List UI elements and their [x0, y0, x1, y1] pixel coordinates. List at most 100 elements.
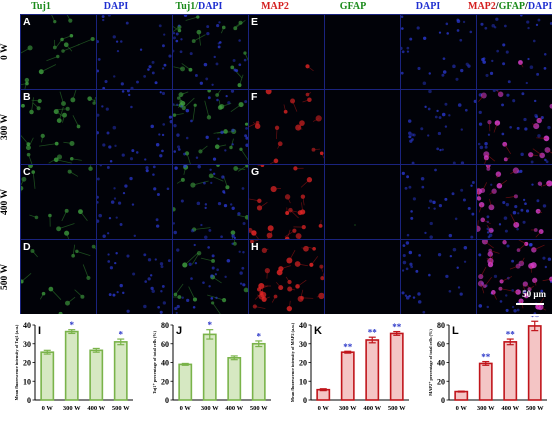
- significance-marker: *: [208, 320, 213, 330]
- bar: [366, 340, 378, 400]
- significance-marker: **: [392, 322, 402, 332]
- x-tick-label: 400 W: [225, 405, 243, 412]
- x-tick-label: 0 W: [42, 405, 54, 412]
- y-tick-label: 10: [299, 377, 307, 386]
- column-header: MAP2: [235, 1, 315, 12]
- micrograph-panel: B: [21, 90, 96, 164]
- micrograph-panel: D: [21, 240, 96, 314]
- micrograph-panel: [401, 15, 476, 89]
- bar: [391, 333, 403, 400]
- micrograph-panel: [97, 165, 172, 239]
- column-header-part: Tuj1: [176, 1, 196, 12]
- significance-marker: **: [481, 352, 491, 362]
- y-tick-label: 40: [299, 321, 307, 330]
- y-tick-label: 80: [437, 321, 445, 330]
- y-tick-label: 30: [23, 340, 31, 349]
- micrograph-panel: [325, 165, 400, 239]
- x-tick-label: 0 W: [456, 405, 468, 412]
- panel-letter: B: [23, 91, 31, 103]
- column-header-part: MAP2: [468, 1, 496, 12]
- x-tick-label: 500 W: [526, 405, 544, 412]
- micrograph-panel: F: [249, 90, 324, 164]
- scale-bar: [516, 303, 544, 305]
- y-tick-label: 0: [27, 396, 31, 405]
- micrograph-panel: [173, 15, 248, 89]
- significance-marker: **: [530, 316, 540, 322]
- row-label: 500 W: [0, 240, 18, 314]
- chart-panel-letter: L: [452, 325, 459, 337]
- y-tick-label: 10: [23, 377, 31, 386]
- chart-panel-letter: K: [314, 325, 322, 337]
- panel-letter: E: [251, 16, 258, 28]
- column-header-part: GFAP: [499, 1, 525, 12]
- column-header: Tuj1/DAPI: [159, 1, 239, 12]
- panel-letter: C: [23, 166, 31, 178]
- micrograph-panel: [173, 165, 248, 239]
- column-header-part: DAPI: [198, 1, 222, 12]
- micrograph-panel: [477, 90, 552, 164]
- y-axis-label: Mean fluorescence intensity of Tuj1 (a.u…: [14, 324, 19, 400]
- significance-marker: **: [343, 342, 353, 352]
- bar: [342, 352, 354, 400]
- y-tick-label: 20: [161, 377, 169, 386]
- micrograph-panel: 50 μm: [477, 240, 552, 314]
- bar: [529, 326, 541, 400]
- y-tick-label: 40: [437, 359, 445, 368]
- y-axis-label: MAP2⁺ percentage of total cells (%): [428, 329, 433, 396]
- x-tick-label: 400 W: [363, 405, 381, 412]
- row-label: 0 W: [0, 15, 18, 89]
- micrograph-panel: [97, 90, 172, 164]
- chart-panel-letter: I: [38, 325, 41, 337]
- column-header: GFAP: [313, 1, 393, 12]
- micrograph-panel: [401, 90, 476, 164]
- bar: [66, 332, 78, 400]
- x-tick-label: 400 W: [501, 405, 519, 412]
- micrograph-panel: [401, 240, 476, 314]
- y-tick-label: 0: [303, 396, 307, 405]
- bar: [228, 358, 240, 400]
- micrograph-panel: G: [249, 165, 324, 239]
- panel-letter: G: [251, 166, 259, 178]
- micrograph-panel: C: [21, 165, 96, 239]
- x-tick-label: 300 W: [477, 405, 495, 412]
- significance-marker: *: [70, 320, 75, 330]
- micrograph-panel: [325, 90, 400, 164]
- micrograph-panel: [173, 240, 248, 314]
- y-tick-label: 20: [299, 359, 307, 368]
- significance-marker: **: [368, 328, 378, 338]
- x-tick-label: 300 W: [63, 405, 81, 412]
- significance-marker: **: [506, 330, 516, 340]
- y-tick-label: 20: [437, 377, 445, 386]
- micrograph-panel: H: [249, 240, 324, 314]
- x-tick-label: 0 W: [180, 405, 192, 412]
- bar: [41, 352, 53, 400]
- bar: [90, 350, 102, 400]
- column-header: Tuj1: [1, 1, 81, 12]
- micrograph-panel: [325, 15, 400, 89]
- x-tick-label: 0 W: [318, 405, 330, 412]
- y-tick-label: 0: [441, 396, 445, 405]
- x-tick-label: 300 W: [339, 405, 357, 412]
- y-tick-label: 0: [165, 396, 169, 405]
- significance-marker: *: [119, 330, 124, 340]
- x-tick-label: 400 W: [87, 405, 105, 412]
- y-tick-label: 40: [161, 359, 169, 368]
- panel-letter: H: [251, 241, 259, 253]
- y-tick-label: 30: [299, 340, 307, 349]
- column-header: MAP2/GFAP/DAPI: [468, 1, 548, 12]
- column-header-part: DAPI: [528, 1, 552, 12]
- column-header: DAPI: [76, 1, 156, 12]
- bar: [317, 390, 329, 400]
- chart-panel-letter: J: [176, 325, 182, 337]
- y-axis-label: Tuj1⁺ percentage of total cells (%): [152, 330, 157, 394]
- micrograph-panel: [325, 240, 400, 314]
- x-tick-label: 300 W: [201, 405, 219, 412]
